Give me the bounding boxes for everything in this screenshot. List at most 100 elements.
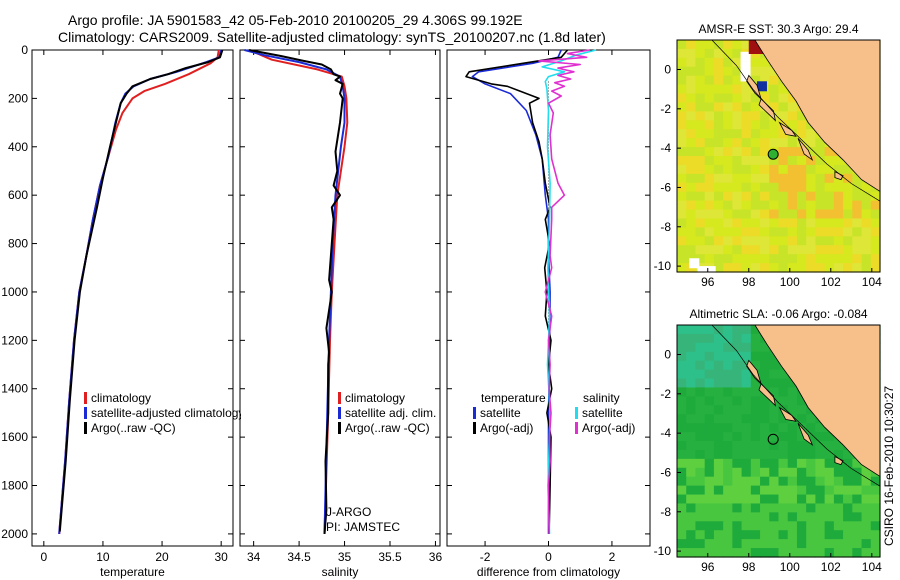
- sst_map-xtick-label: 102: [821, 275, 841, 289]
- sst_map-cell: [778, 102, 789, 112]
- sst_map-cell: [769, 200, 780, 211]
- temperature-ytick-label: 200: [8, 91, 28, 105]
- temperature-xtick-label: 20: [155, 550, 169, 564]
- sst_map-cell: [695, 111, 706, 121]
- sla_map-cell: [824, 539, 835, 549]
- sla_map-island: [778, 406, 797, 422]
- sst_map-cell: [677, 182, 687, 193]
- sla_map-cell: [787, 396, 798, 406]
- sla_map-cell: [760, 360, 770, 371]
- sla_map-cell: [723, 485, 733, 496]
- sla_map-cell: [806, 512, 817, 522]
- sla_map-axes-frame: [676, 324, 881, 558]
- sst_map-cell: [677, 102, 687, 112]
- sst_map-cell: [778, 200, 789, 211]
- sst_map-cell: [686, 40, 697, 50]
- sla_map-cell: [815, 476, 826, 487]
- sla_map-cell: [741, 387, 752, 397]
- sla_map-cell: [760, 405, 770, 415]
- sst_map-cell: [787, 191, 798, 202]
- sla_map-cell: [741, 494, 752, 505]
- sst_map-cell: [760, 164, 770, 175]
- figure-title-line2: Climatology: CARS2009. Satellite-adjuste…: [58, 29, 606, 45]
- sla_map-ytick-label: -8: [660, 505, 671, 519]
- sla_map-cell: [704, 432, 715, 442]
- sst_map-cell: [843, 209, 853, 220]
- sla_map-cell: [769, 512, 780, 522]
- sst_map-coast-contour: [711, 39, 881, 202]
- sla_map-cell: [833, 441, 844, 451]
- sla_map-cell: [787, 467, 798, 478]
- sst_map-cell: [787, 200, 798, 211]
- sst_map-cell: [806, 138, 817, 148]
- sst_map-cell: [704, 191, 715, 202]
- sla_map-cell: [723, 530, 733, 540]
- sst_map-cell: [796, 120, 807, 130]
- sla_map-cell: [704, 342, 715, 353]
- sst_map-cell: [806, 156, 817, 166]
- sst_map-cell: [713, 48, 724, 59]
- sst_map-cell: [806, 245, 817, 255]
- sla_map-cell: [852, 512, 863, 522]
- sst_map-cell: [723, 173, 733, 184]
- sla_map-cell: [815, 494, 826, 505]
- sla_map-cell: [778, 539, 789, 549]
- sla_map-cell: [778, 378, 789, 389]
- sst_map-cell: [713, 102, 724, 112]
- sla_map-cell: [778, 485, 789, 496]
- sst_map-cell: [750, 57, 761, 68]
- sla_map-cell: [713, 467, 724, 478]
- sla_map-cell: [843, 521, 853, 531]
- sst_map-cell: [778, 111, 789, 121]
- sst_map-cell: [732, 102, 743, 112]
- sst_map-cell: [704, 218, 715, 228]
- sst_map-cell: [750, 191, 761, 202]
- sst_map-cell: [843, 227, 853, 237]
- sst_map-cell: [677, 129, 687, 139]
- sla_map-cell: [796, 521, 807, 531]
- sst_map-cell: [824, 236, 835, 246]
- sst_map-cell: [769, 129, 780, 139]
- sla_map-cell: [815, 512, 826, 522]
- sla_map-cell: [695, 548, 706, 558]
- salinity-annotation-program: J-ARGO: [326, 505, 371, 519]
- sla_map-cell: [732, 378, 743, 389]
- sla_map-cell: [732, 548, 743, 558]
- sst_map-cell: [815, 138, 826, 148]
- difference-legend-salinity-title: salinity: [583, 391, 620, 405]
- sla_map-cell: [843, 458, 853, 469]
- sla_map-cell: [695, 423, 706, 433]
- salinity-xtick-label: 35: [338, 550, 352, 564]
- sst_map-cell: [677, 111, 687, 121]
- sla_map-cell: [843, 539, 853, 549]
- sla_map-cell: [787, 512, 798, 522]
- sst_map-cell: [806, 236, 817, 246]
- temperature-legend-1-label: satellite-adjusted climatology: [91, 406, 244, 420]
- sla_map-cell: [760, 458, 770, 469]
- sla_map-cell: [806, 476, 817, 487]
- temperature-axes-frame: [31, 49, 234, 547]
- sst_map-cell: [732, 48, 743, 59]
- sst_map-cell: [778, 164, 789, 175]
- sst_map-cell: [723, 182, 733, 193]
- sst_map-cell: [713, 156, 724, 166]
- sla_map-cell: [778, 512, 789, 522]
- sst_map-cell: [796, 227, 807, 237]
- sst_map-cell: [787, 147, 798, 157]
- sla_map-cell: [704, 441, 715, 451]
- sla_map-cell: [787, 378, 798, 389]
- sla_map-cell: [723, 378, 733, 389]
- sla_map-cell: [713, 387, 724, 397]
- sst_map-cell: [833, 156, 844, 166]
- sla_map-cell: [677, 521, 687, 531]
- sla_map-cell: [833, 467, 844, 478]
- difference-series-salinity-satellite: [541, 49, 597, 534]
- temperature-xlabel: temperature: [100, 565, 165, 579]
- sla_map-cell: [732, 449, 743, 460]
- sla_map-cell: [760, 503, 770, 513]
- sst_map-cell: [750, 218, 761, 228]
- sla_map-cell: [686, 539, 697, 549]
- sst_map-cell: [843, 164, 853, 175]
- sst_map-cell: [787, 227, 798, 237]
- sla_map-cell: [741, 414, 752, 424]
